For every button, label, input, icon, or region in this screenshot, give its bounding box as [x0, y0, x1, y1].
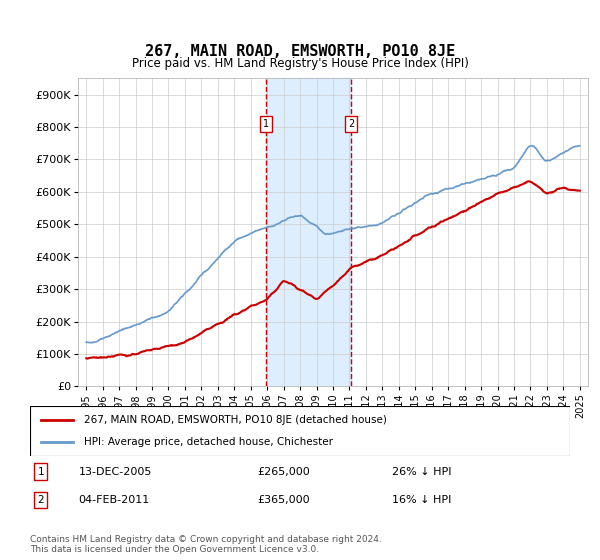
Text: 26% ↓ HPI: 26% ↓ HPI: [392, 466, 451, 477]
FancyBboxPatch shape: [30, 406, 570, 456]
Text: 1: 1: [263, 119, 269, 129]
Text: 16% ↓ HPI: 16% ↓ HPI: [392, 495, 451, 505]
Text: 1: 1: [37, 466, 44, 477]
Text: £265,000: £265,000: [257, 466, 310, 477]
Text: HPI: Average price, detached house, Chichester: HPI: Average price, detached house, Chic…: [84, 437, 333, 447]
Text: Price paid vs. HM Land Registry's House Price Index (HPI): Price paid vs. HM Land Registry's House …: [131, 57, 469, 70]
Text: £365,000: £365,000: [257, 495, 310, 505]
Text: 04-FEB-2011: 04-FEB-2011: [79, 495, 150, 505]
Text: 2: 2: [348, 119, 354, 129]
Text: Contains HM Land Registry data © Crown copyright and database right 2024.
This d: Contains HM Land Registry data © Crown c…: [30, 535, 382, 554]
Text: 13-DEC-2005: 13-DEC-2005: [79, 466, 152, 477]
Bar: [266, 78, 351, 386]
Text: 2: 2: [37, 495, 44, 505]
Text: 267, MAIN ROAD, EMSWORTH, PO10 8JE: 267, MAIN ROAD, EMSWORTH, PO10 8JE: [145, 44, 455, 59]
Text: 267, MAIN ROAD, EMSWORTH, PO10 8JE (detached house): 267, MAIN ROAD, EMSWORTH, PO10 8JE (deta…: [84, 415, 387, 425]
